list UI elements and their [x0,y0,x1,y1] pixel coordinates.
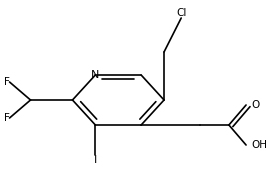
Text: F: F [4,113,10,123]
Text: Cl: Cl [176,8,186,18]
Text: I: I [94,155,97,165]
Text: N: N [91,70,99,80]
Text: F: F [4,77,10,87]
Text: O: O [251,100,259,110]
Text: OH: OH [251,140,267,150]
